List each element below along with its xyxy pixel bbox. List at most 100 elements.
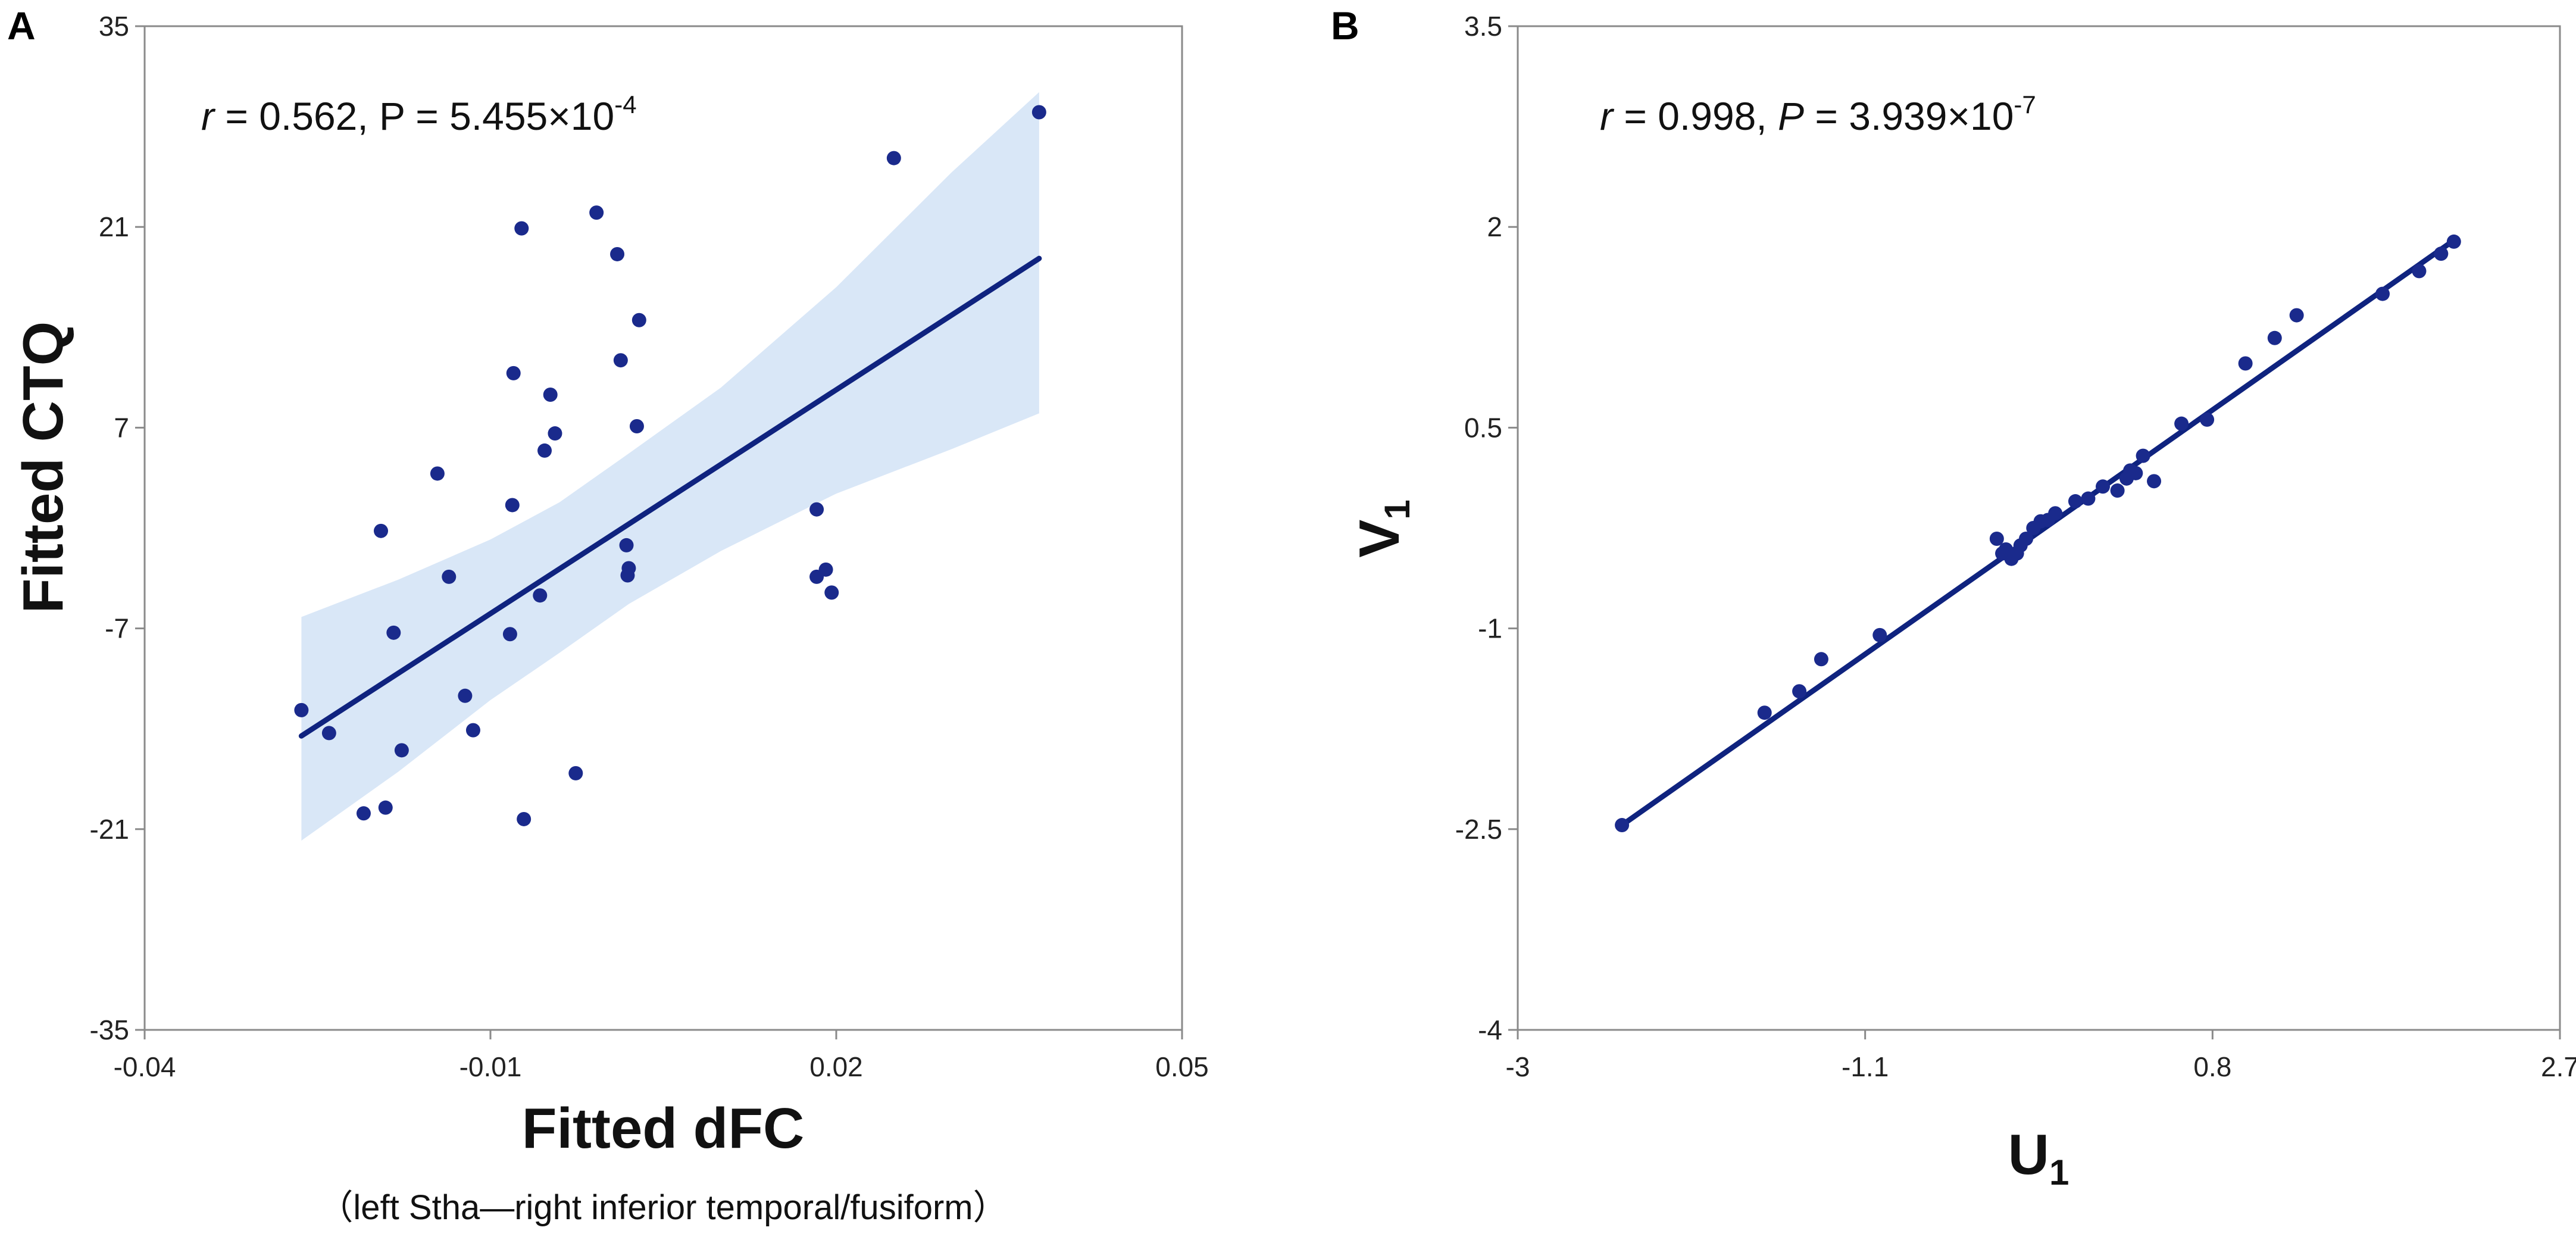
data-point [2110, 483, 2125, 498]
y-ticks-b: -4 -2.5 -1 0.5 2 3.5 [1455, 11, 1518, 1045]
data-point [1757, 705, 1772, 720]
data-point [2375, 286, 2390, 301]
plot-frame-a [143, 25, 1183, 1031]
panel-b: B -4 -2.5 -1 0.5 2 3.5 -3 -1.1 0.8 2.7 r = 0.998… [1331, 4, 2576, 1192]
data-point [1814, 652, 1828, 667]
y-tick-label: 0.5 [1464, 412, 1502, 443]
data-point [2128, 466, 2143, 480]
data-point [632, 313, 646, 327]
data-point [1989, 531, 2004, 546]
y-ticks-a: -35 -21 -7 7 21 35 [90, 11, 145, 1045]
x-axis-title-a: Fitted dFC [522, 1097, 805, 1160]
y-tick-label: 2 [1487, 211, 1502, 242]
data-point [2434, 246, 2449, 261]
scatter-points-a [294, 105, 1046, 826]
x-axis-title-subscript: 1 [2049, 1153, 2069, 1192]
data-point [2267, 330, 2282, 345]
scatter-points-b [1615, 234, 2461, 833]
x-axis-subtitle-a: （left Stha—right inferior temporal/fusif… [318, 1188, 1007, 1227]
data-point [502, 627, 517, 642]
panel-a: A -35 -21 -7 7 21 35 -0.04 -0.01 0.02 0.05 r = 0… [7, 4, 1209, 1227]
data-point [537, 443, 552, 458]
stat-r-symbol: r [201, 94, 216, 138]
panel-a-label: A [7, 4, 36, 48]
data-point [533, 588, 548, 603]
data-point [619, 538, 634, 552]
x-tick-label: -0.04 [114, 1051, 176, 1082]
data-point [294, 702, 309, 717]
data-point [621, 561, 636, 576]
y-tick-label: -21 [90, 814, 129, 845]
confidence-band [301, 92, 1039, 841]
data-point [442, 569, 457, 584]
stat-p-symbol: P [1778, 94, 1804, 138]
data-point [886, 151, 901, 165]
data-point [2412, 264, 2427, 279]
data-point [321, 726, 336, 741]
y-tick-label: -4 [1478, 1014, 1502, 1045]
correlation-stat-b: r = 0.998, P = 3.939×10-7 [1600, 90, 2036, 138]
data-point [629, 419, 644, 433]
data-point [543, 388, 558, 402]
data-point [809, 502, 824, 517]
data-point [1031, 105, 1046, 120]
plot-frame-b [1517, 25, 2561, 1031]
data-point [517, 811, 532, 826]
data-point [2018, 531, 2033, 546]
data-point [2446, 234, 2461, 249]
data-point [2200, 412, 2215, 427]
x-tick-label: 0.8 [2193, 1051, 2231, 1082]
data-point [1872, 627, 1887, 642]
data-point [2048, 506, 2063, 521]
y-tick-label: -35 [90, 1014, 129, 1045]
data-point [514, 221, 529, 236]
data-point [356, 806, 371, 821]
y-tick-label: 7 [114, 412, 129, 443]
x-tick-label: 2.7 [2541, 1051, 2576, 1082]
data-point [465, 723, 480, 738]
stat-r-text: = 0.562, P = 5.455×10 [214, 94, 614, 138]
data-point [2289, 308, 2304, 323]
data-point [2081, 491, 2096, 506]
data-point [386, 625, 401, 640]
x-tick-label: 0.05 [1155, 1051, 1209, 1082]
x-ticks-a: -0.04 -0.01 0.02 0.05 [114, 1030, 1209, 1082]
data-point [506, 366, 521, 380]
regression-line [298, 255, 1042, 739]
data-point [2096, 479, 2111, 494]
y-tick-label: -1 [1478, 613, 1502, 644]
data-point [374, 523, 389, 538]
data-point [378, 800, 393, 815]
y-axis-title-b: V1 [1348, 499, 1417, 557]
x-tick-label: -1.1 [1842, 1051, 1889, 1082]
y-axis-title-subscript: 1 [1377, 499, 1417, 519]
y-axis-title-main: V [1348, 520, 1411, 558]
data-point [613, 353, 628, 368]
data-point [2147, 474, 2162, 489]
y-axis-title-a: Fitted CTQ [11, 321, 75, 614]
y-tick-label: -2.5 [1455, 814, 1502, 845]
data-point [568, 766, 583, 780]
x-axis-title-main: U [2008, 1123, 2049, 1186]
x-tick-label: -0.01 [459, 1051, 522, 1082]
x-ticks-b: -3 -1.1 0.8 2.7 [1506, 1030, 2576, 1082]
stat-p-text: = 3.939×10 [1804, 94, 2014, 138]
correlation-stat-a: r = 0.562, P = 5.455×10-4 [201, 90, 637, 138]
stat-r-text: = 0.998, [1613, 94, 1778, 138]
data-point [1615, 818, 1630, 833]
data-point [505, 498, 520, 513]
data-point [2068, 494, 2083, 509]
stat-exponent: -4 [614, 90, 636, 118]
data-point [458, 688, 473, 703]
y-tick-label: 35 [99, 11, 129, 42]
y-tick-label: -7 [105, 613, 129, 644]
data-point [548, 426, 562, 441]
data-point [610, 246, 625, 261]
data-point [394, 743, 409, 758]
data-point [2238, 356, 2253, 371]
data-point [589, 205, 604, 220]
data-point [2174, 416, 2189, 431]
data-point [1792, 684, 1807, 699]
x-tick-label: -3 [1506, 1051, 1530, 1082]
